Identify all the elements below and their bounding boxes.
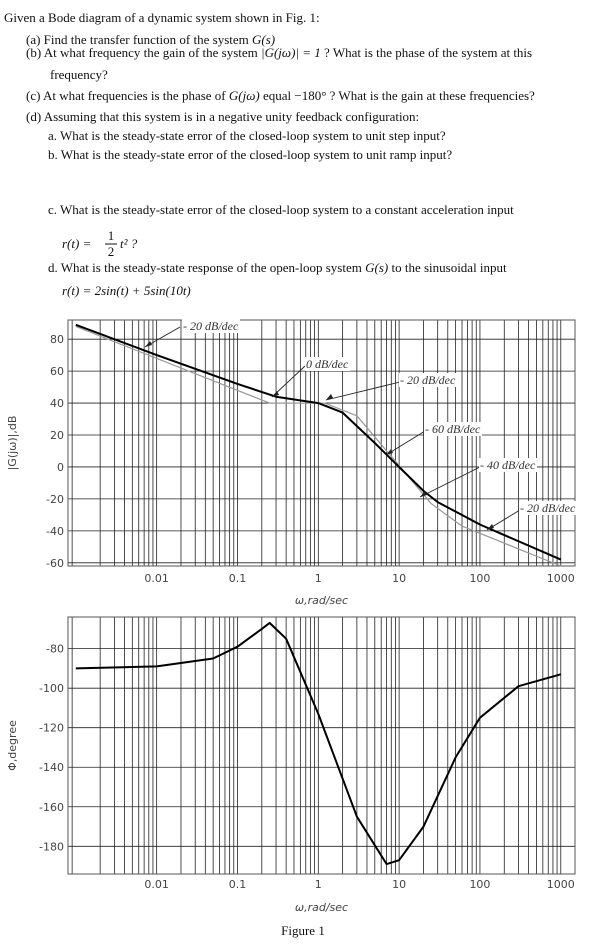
text: (a) Find the transfer function of the sy… bbox=[26, 32, 252, 47]
y-tick-label: -120 bbox=[39, 722, 64, 735]
y-axis-label: |G(jω)|,dB bbox=[6, 416, 19, 471]
x-tick-label: 0.01 bbox=[144, 878, 169, 891]
question-d: (d) Assuming that this system is in a ne… bbox=[26, 109, 419, 124]
x-axis-label: ω,rad/sec bbox=[295, 594, 348, 607]
arrow-head bbox=[487, 524, 494, 530]
x-tick-label: 0.1 bbox=[229, 572, 247, 585]
y-tick-label: -80 bbox=[46, 643, 64, 656]
arrow-head bbox=[420, 491, 427, 497]
y-tick-label: 20 bbox=[50, 429, 64, 442]
x-tick-label: 100 bbox=[469, 572, 490, 585]
y-axis-label: Φ,degree bbox=[6, 720, 19, 771]
text: equal −180° ? What is the gain at these … bbox=[260, 88, 535, 103]
y-tick-label: -60 bbox=[46, 557, 64, 570]
y-tick-label: -40 bbox=[46, 525, 64, 538]
arrow-head bbox=[145, 341, 152, 347]
math: G(s) bbox=[252, 32, 275, 47]
annotation: - 20 dB/dec bbox=[400, 373, 456, 387]
question-a: (a) Find the transfer function of the sy… bbox=[26, 32, 275, 47]
denominator: 2 bbox=[108, 244, 115, 259]
annotation: - 20 dB/dec bbox=[183, 319, 239, 333]
x-tick-label: 1000 bbox=[547, 572, 575, 585]
question-db: b. What is the steady-state error of the… bbox=[48, 147, 452, 162]
chart: 0.01 0.1 1 10 100 1000 -60 -40 -20 0 20 40 60 80 ω,rad… bbox=[6, 319, 577, 607]
y-tick-label: -160 bbox=[39, 801, 64, 814]
line-series bbox=[75, 325, 562, 567]
annotation-arrow bbox=[385, 430, 426, 456]
annotation-bg bbox=[305, 357, 350, 371]
annotation-bg bbox=[182, 319, 240, 333]
equation: t² ? bbox=[120, 236, 138, 251]
question-b-cont: frequency? bbox=[50, 67, 108, 82]
y-tick-label: 60 bbox=[50, 365, 64, 378]
y-tick-label: -140 bbox=[39, 761, 64, 774]
annotation: - 40 dB/dec bbox=[480, 458, 536, 472]
annotation: 0 dB/dec bbox=[306, 357, 349, 371]
numerator: 1 bbox=[108, 228, 115, 243]
arrow-head bbox=[326, 394, 333, 400]
x-tick-label: 100 bbox=[469, 878, 490, 891]
x-axis-label: ω,rad/sec bbox=[295, 901, 348, 914]
y-tick-label: -180 bbox=[39, 840, 64, 853]
text: (b) At what frequency the gain of the sy… bbox=[26, 45, 261, 60]
y-tick-label: 40 bbox=[50, 397, 64, 410]
chart: 0.01 0.1 1 10 100 1000 -180 -160 -140 -120 -100 -80… bbox=[6, 616, 576, 914]
arrow-head bbox=[272, 391, 279, 397]
question-dd: d. What is the steady-state response of … bbox=[48, 260, 507, 275]
question-dc: c. What is the steady-state error of the… bbox=[48, 202, 514, 217]
intro: Given a Bode diagram of a dynamic system… bbox=[4, 10, 320, 25]
x-tick-label: 0.1 bbox=[229, 878, 247, 891]
y-tick-label: 0 bbox=[57, 461, 64, 474]
x-tick-label: 10 bbox=[392, 878, 406, 891]
text: (c) At what frequencies is the phase of bbox=[26, 88, 229, 103]
x-tick-label: 1 bbox=[315, 572, 322, 585]
question-c: (c) At what frequencies is the phase of … bbox=[26, 88, 535, 103]
annotation: - 20 dB/dec bbox=[520, 501, 576, 515]
annotation-bg bbox=[479, 458, 537, 472]
x-tick-label: 0.01 bbox=[144, 572, 169, 585]
x-tick-label: 10 bbox=[392, 572, 406, 585]
plot-frame bbox=[67, 319, 576, 567]
caption: Figure 1 bbox=[281, 923, 325, 938]
equation: r(t) = bbox=[62, 236, 91, 251]
math: G(s) bbox=[365, 260, 388, 275]
annotation-bg bbox=[519, 501, 577, 515]
y-tick-label: 80 bbox=[50, 333, 64, 346]
annotation-bg bbox=[424, 422, 482, 436]
annotation: - 60 dB/dec bbox=[425, 422, 481, 436]
annotation-bg bbox=[399, 373, 457, 387]
x-tick-label: 1 bbox=[315, 878, 322, 891]
y-tick-label: -20 bbox=[46, 493, 64, 506]
annotation-arrow bbox=[271, 365, 306, 398]
line-series bbox=[75, 621, 562, 866]
text: to the sinusoidal input bbox=[388, 260, 507, 275]
x-tick-label: 1000 bbox=[547, 878, 575, 891]
arrow-head bbox=[386, 449, 393, 455]
text: ? What is the phase of the system at thi… bbox=[321, 45, 532, 60]
annotation-arrow bbox=[325, 381, 401, 401]
plot-frame bbox=[67, 616, 576, 875]
text: d. What is the steady-state response of … bbox=[48, 260, 365, 275]
question-da: a. What is the steady-state error of the… bbox=[48, 128, 446, 143]
y-tick-label: -100 bbox=[39, 682, 64, 695]
math: G(jω) bbox=[229, 88, 260, 103]
line-series bbox=[75, 323, 562, 561]
equation: r(t) = 2sin(t) + 5sin(10t) bbox=[62, 283, 191, 298]
question-b: (b) At what frequency the gain of the sy… bbox=[26, 45, 532, 60]
annotation-arrow bbox=[419, 466, 481, 498]
math: |G(jω)| = 1 bbox=[261, 45, 321, 60]
